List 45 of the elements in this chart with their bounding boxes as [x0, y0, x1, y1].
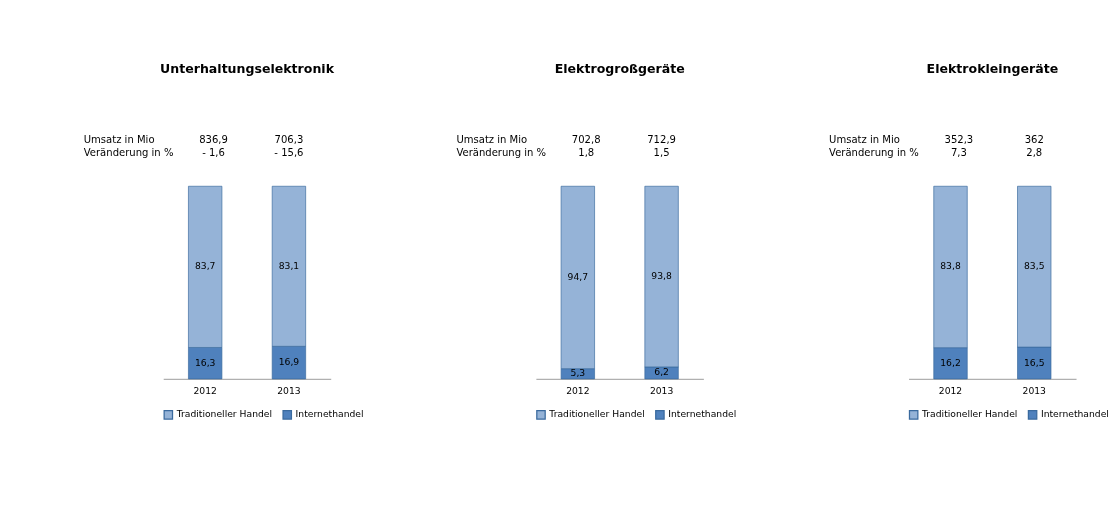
x-tick-label: 2012: [193, 384, 217, 396]
data-label: 83,8: [940, 260, 961, 272]
text: Veränderung in %: [83, 147, 174, 159]
legend-label: Traditioneller Handel: [175, 408, 273, 420]
text: Veränderung in %: [829, 147, 919, 159]
data-label: 16,2: [940, 356, 961, 368]
text: 2,8: [1026, 147, 1043, 159]
text: - 15,6: [274, 147, 304, 159]
legend-label: Traditioneller Handel: [548, 408, 645, 420]
legend-label: Internethandel: [1040, 408, 1109, 420]
chart-title: Elektrokleingeräte: [926, 61, 1059, 77]
x-tick-label: 2013: [1022, 384, 1047, 396]
text: 1,8: [578, 147, 595, 159]
text: Umsatz in Mio: [83, 133, 155, 145]
data-label: 5,3: [570, 367, 586, 379]
legend-label: Traditioneller Handel: [921, 408, 1018, 420]
data-label: 16,9: [278, 356, 300, 368]
legend-label: Internethandel: [668, 408, 737, 420]
text: 1,5: [653, 147, 670, 159]
text: 836,9: [199, 133, 228, 145]
x-tick-label: 2013: [649, 384, 674, 396]
text: 7,3: [950, 147, 967, 159]
text: 362: [1024, 133, 1044, 145]
text: Veränderung in %: [456, 147, 547, 159]
data-label: 83,5: [1024, 260, 1045, 272]
data-label: 83,1: [278, 259, 300, 271]
text: - 1,6: [202, 147, 225, 159]
data-label: 94,7: [567, 270, 589, 282]
chart-title: Unterhaltungselektronik: [160, 61, 335, 77]
legend-label: Internethandel: [295, 408, 364, 420]
x-tick-label: 2013: [277, 384, 301, 396]
text: Umsatz in Mio: [456, 133, 528, 145]
x-tick-label: 2012: [566, 384, 590, 396]
data-label: 16,3: [194, 356, 216, 368]
data-label: 6,2: [654, 366, 669, 378]
data-label: 93,8: [651, 270, 672, 282]
text: 712,9: [647, 133, 676, 145]
data-label: 83,7: [194, 260, 216, 272]
data-label: 16,5: [1024, 356, 1045, 368]
text: 352,3: [944, 133, 974, 145]
chart-title: Elektrogroßgeräte: [554, 61, 685, 77]
x-tick-label: 2012: [938, 384, 963, 396]
text: Umsatz in Mio: [829, 133, 900, 145]
text: 706,3: [274, 133, 304, 145]
text: 702,8: [571, 133, 601, 145]
